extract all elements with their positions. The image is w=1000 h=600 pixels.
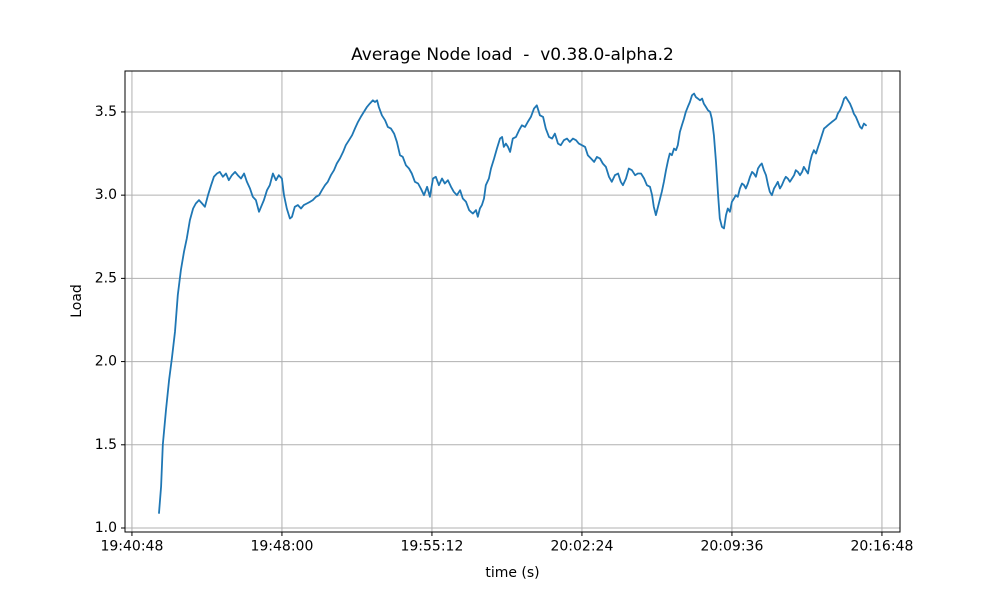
plot-border xyxy=(124,70,901,533)
chart-title: Average Node load - v0.38.0-alpha.2 xyxy=(351,45,674,65)
y-tick-label: 3.0 xyxy=(95,187,117,203)
y-tick-label: 3.5 xyxy=(95,104,117,120)
x-tick-label: 20:09:36 xyxy=(700,539,763,555)
x-tick-label: 19:48:00 xyxy=(250,539,313,555)
y-tick-label: 2.0 xyxy=(95,354,117,370)
y-tick-label: 1.0 xyxy=(95,520,117,536)
y-axis-label: Load xyxy=(69,284,85,318)
x-tick-label: 20:16:48 xyxy=(850,539,913,555)
x-axis-label: time (s) xyxy=(485,565,540,581)
x-tick-label: 20:02:24 xyxy=(550,539,613,555)
y-tick-label: 2.5 xyxy=(95,270,117,286)
x-tick-label: 19:40:48 xyxy=(100,539,163,555)
y-tick-label: 1.5 xyxy=(95,437,117,453)
load-series-line xyxy=(158,92,867,514)
x-tick-label: 19:55:12 xyxy=(400,539,463,555)
